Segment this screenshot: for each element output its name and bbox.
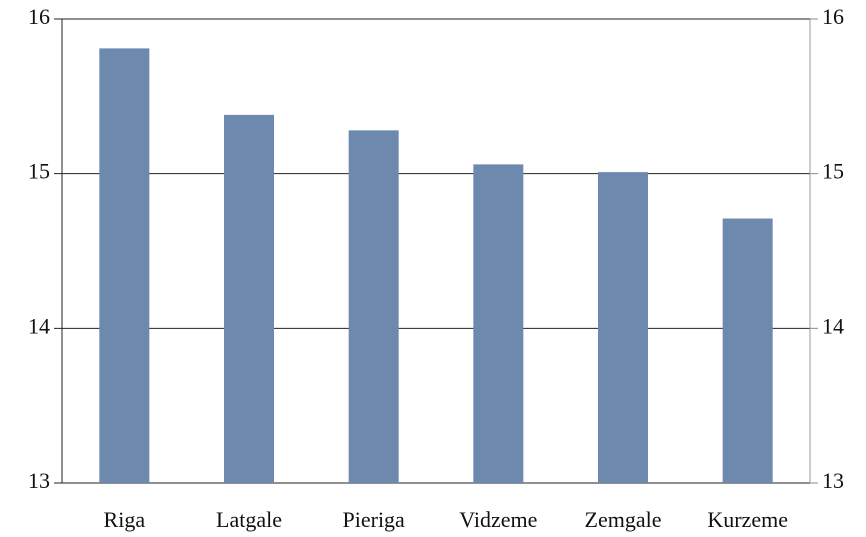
y-tick-label: 13 bbox=[28, 468, 50, 493]
y-tick-label: 16 bbox=[28, 4, 50, 29]
y-tick-label: 14 bbox=[28, 313, 50, 338]
bar bbox=[722, 218, 773, 483]
x-tick-label: Kurzeme bbox=[707, 507, 788, 532]
x-tick-label: Latgale bbox=[216, 507, 282, 532]
y2-tick-label: 15 bbox=[822, 159, 844, 184]
y2-tick-label: 16 bbox=[822, 4, 844, 29]
bar bbox=[473, 164, 524, 484]
x-tick-label: Riga bbox=[104, 507, 146, 532]
x-tick-label: Pieriga bbox=[343, 507, 406, 532]
bar bbox=[224, 114, 274, 483]
bar bbox=[598, 172, 648, 483]
bar bbox=[99, 48, 150, 484]
y2-tick-label: 13 bbox=[822, 468, 844, 493]
y-tick-label: 15 bbox=[28, 159, 50, 184]
x-tick-label: Zemgale bbox=[585, 507, 662, 532]
y2-tick-label: 14 bbox=[822, 313, 844, 338]
x-tick-label: Vidzeme bbox=[459, 507, 537, 532]
bar bbox=[348, 130, 399, 484]
